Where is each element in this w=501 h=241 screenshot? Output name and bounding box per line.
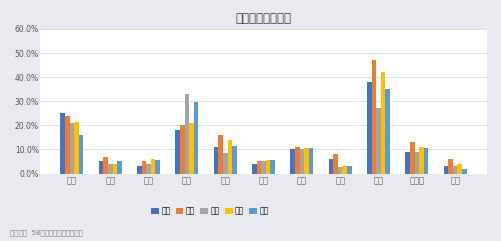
Bar xyxy=(70,123,74,174)
Bar xyxy=(117,161,122,174)
Bar xyxy=(380,72,385,174)
Bar xyxy=(375,108,380,174)
Text: 数据来源  58安居客房产研究院整理: 数据来源 58安居客房产研究院整理 xyxy=(10,230,83,236)
Bar xyxy=(231,146,236,174)
Bar xyxy=(270,160,275,174)
Bar xyxy=(193,102,198,174)
Bar xyxy=(256,161,261,174)
Bar xyxy=(65,116,70,174)
Bar xyxy=(151,159,155,174)
Bar xyxy=(218,135,222,174)
Bar xyxy=(74,122,79,174)
Bar xyxy=(346,166,351,174)
Bar xyxy=(447,159,452,174)
Bar xyxy=(423,148,427,174)
Bar xyxy=(103,157,108,174)
Bar xyxy=(328,159,333,174)
Bar xyxy=(266,160,270,174)
Bar xyxy=(366,82,371,174)
Bar xyxy=(155,160,160,174)
Bar xyxy=(308,148,313,174)
Bar xyxy=(452,166,456,174)
Bar xyxy=(252,164,256,174)
Bar xyxy=(112,164,117,174)
Bar xyxy=(342,166,346,174)
Bar xyxy=(404,152,409,174)
Bar xyxy=(304,148,308,174)
Bar xyxy=(184,94,189,174)
Legend: 北京, 天津, 深圳, 广州, 上海: 北京, 天津, 深圳, 广州, 上海 xyxy=(148,203,271,219)
Bar xyxy=(146,164,151,174)
Bar xyxy=(60,113,65,174)
Bar xyxy=(222,153,227,174)
Bar xyxy=(385,89,389,174)
Bar xyxy=(189,123,193,174)
Bar xyxy=(180,125,184,174)
Bar xyxy=(299,149,304,174)
Bar xyxy=(295,147,299,174)
Bar xyxy=(443,166,447,174)
Bar xyxy=(137,166,141,174)
Bar xyxy=(409,142,414,174)
Bar xyxy=(461,169,466,174)
Bar xyxy=(414,152,418,174)
Bar xyxy=(418,147,423,174)
Bar xyxy=(337,167,342,174)
Bar xyxy=(261,161,266,174)
Bar xyxy=(227,140,231,174)
Bar xyxy=(175,130,180,174)
Title: 一线城市偏爱风格: 一线城市偏爱风格 xyxy=(235,12,291,25)
Bar xyxy=(108,164,112,174)
Bar xyxy=(79,135,83,174)
Bar xyxy=(456,164,461,174)
Bar xyxy=(213,147,218,174)
Bar xyxy=(290,149,295,174)
Bar xyxy=(371,60,375,174)
Bar xyxy=(99,161,103,174)
Bar xyxy=(333,154,337,174)
Bar xyxy=(141,161,146,174)
